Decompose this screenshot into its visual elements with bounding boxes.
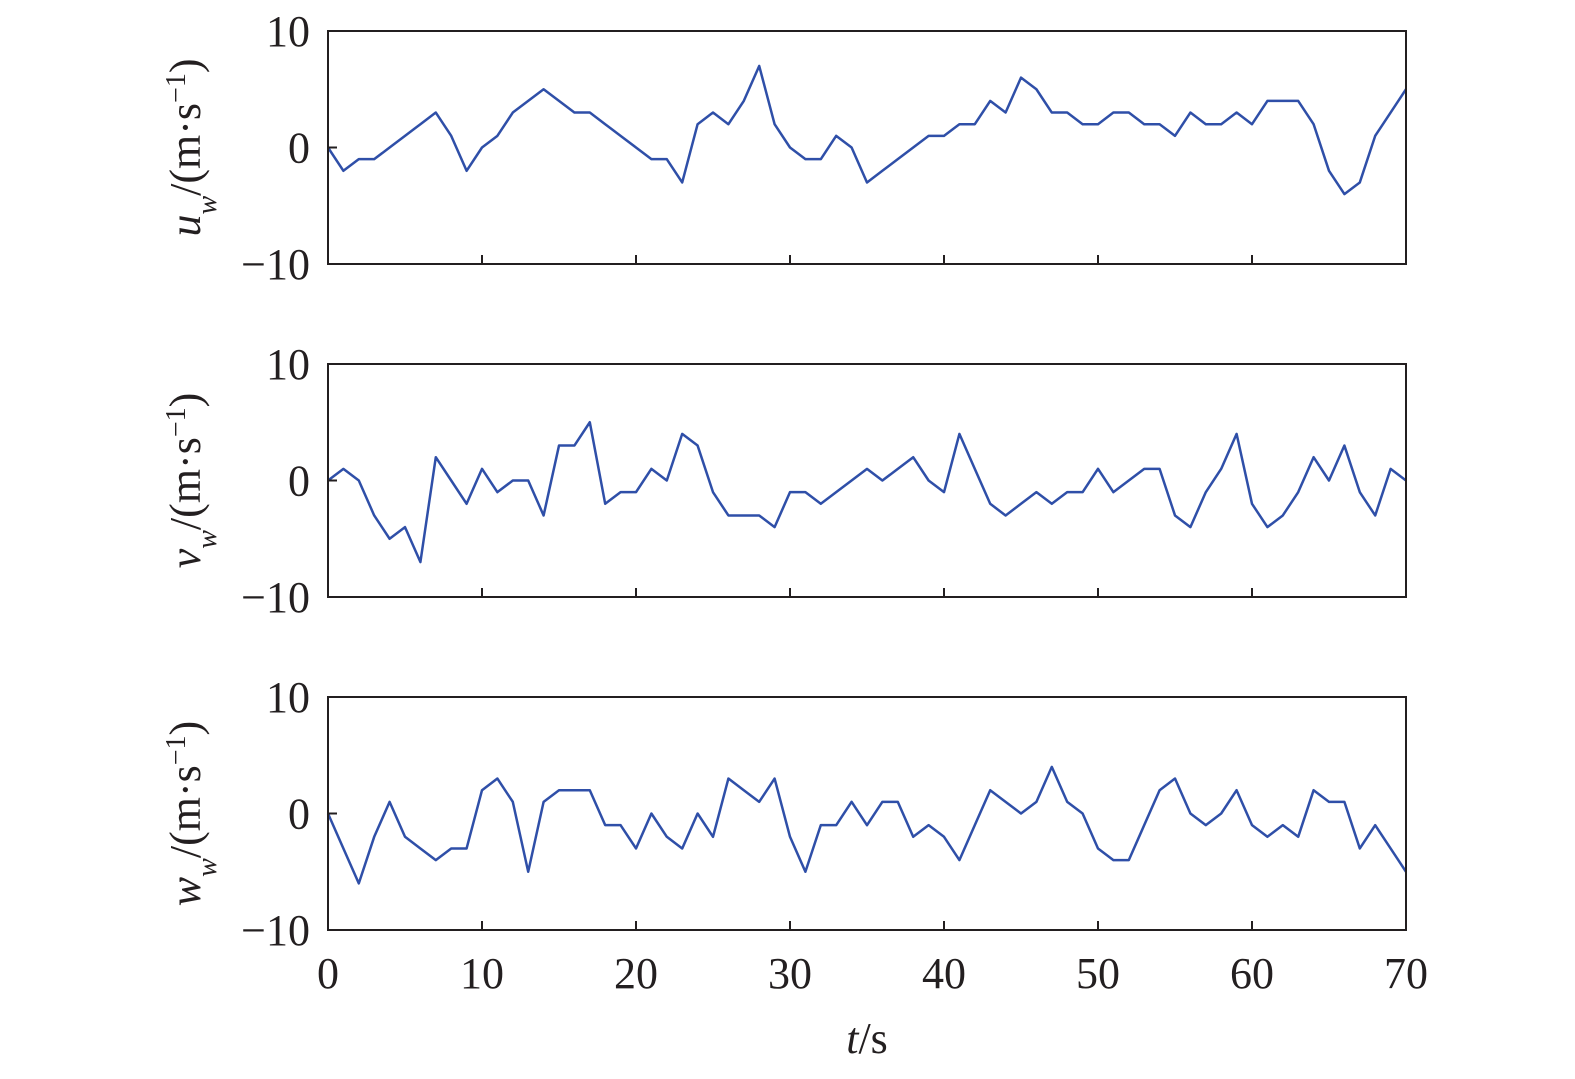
plot-frame bbox=[327, 30, 1407, 265]
y-axis-label-part: u bbox=[161, 215, 210, 237]
data-line bbox=[326, 64, 1408, 196]
y-tick-label: −10 bbox=[241, 906, 310, 955]
x-tick-label: 60 bbox=[1230, 949, 1274, 998]
y-axis-label-part: ) bbox=[161, 721, 210, 736]
x-tick-label: 30 bbox=[768, 949, 812, 998]
x-tick-label: 20 bbox=[614, 949, 658, 998]
y-axis-label: vw/(m·s−1) bbox=[161, 393, 223, 569]
x-tick-label: 50 bbox=[1076, 949, 1120, 998]
x-tick-label: 0 bbox=[317, 949, 339, 998]
y-axis-label-part: w bbox=[192, 858, 223, 877]
data-line bbox=[326, 765, 1408, 885]
y-tick-label: 10 bbox=[266, 7, 310, 56]
y-tick-label: 10 bbox=[266, 673, 310, 722]
x-axis-label: t/s bbox=[846, 1014, 888, 1063]
x-tick-label: 70 bbox=[1384, 949, 1428, 998]
y-tick-label: 10 bbox=[266, 340, 310, 389]
data-line bbox=[327, 421, 1407, 564]
y-tick-label: 0 bbox=[288, 790, 310, 839]
y-tick-label: 0 bbox=[288, 124, 310, 173]
x-axis-label-part: /s bbox=[858, 1014, 887, 1063]
y-axis-label-part: −1 bbox=[161, 407, 192, 437]
y-axis-label-part: ) bbox=[161, 58, 210, 73]
plot-frame bbox=[327, 696, 1407, 931]
y-axis-label-part: w bbox=[192, 196, 223, 215]
y-axis-label-part: −1 bbox=[161, 73, 192, 103]
x-tick-label: 40 bbox=[922, 949, 966, 998]
y-axis-label-part: v bbox=[161, 548, 210, 568]
y-axis-label-part: w bbox=[161, 876, 210, 906]
y-axis-label-part: ) bbox=[161, 393, 210, 408]
y-axis-label: ww/(m·s−1) bbox=[161, 721, 223, 906]
x-axis-label-part: t bbox=[846, 1014, 860, 1063]
y-tick-label: −10 bbox=[241, 240, 310, 289]
y-axis-label-part: /(m·s bbox=[161, 437, 210, 530]
y-axis-label-part: /(m·s bbox=[161, 765, 210, 858]
y-axis-label-part: w bbox=[192, 530, 223, 549]
y-axis-label: uw/(m·s−1) bbox=[161, 58, 223, 236]
y-axis-label-part: /(m·s bbox=[161, 103, 210, 196]
y-tick-label: 0 bbox=[288, 457, 310, 506]
y-axis-label-part: −1 bbox=[161, 735, 192, 765]
y-tick-label: −10 bbox=[241, 573, 310, 622]
x-tick-label: 10 bbox=[460, 949, 504, 998]
